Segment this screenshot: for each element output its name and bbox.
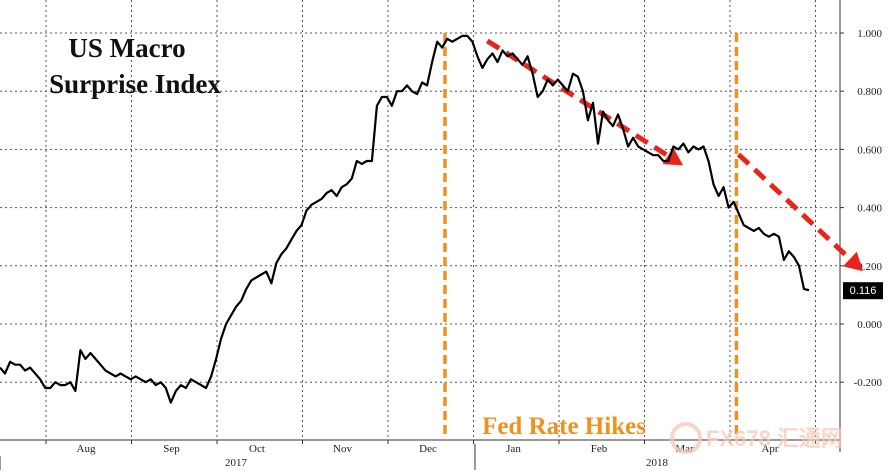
trend-arrows xyxy=(485,38,864,272)
x-tick-label: Aug xyxy=(77,443,96,455)
trend-arrow-shaft xyxy=(485,38,678,164)
x-tick-label: Nov xyxy=(333,443,352,455)
x-tick-label: Dec xyxy=(419,443,437,455)
y-tick-label: 0.400 xyxy=(857,203,882,215)
x-tick-label: Apr xyxy=(761,443,778,455)
year-label: 2017 xyxy=(225,457,248,469)
trend-arrow-head xyxy=(843,251,864,272)
x-tick-label: Feb xyxy=(591,443,608,455)
y-tick-label: 0.000 xyxy=(857,319,882,331)
chart-title-line-2: Surprise Index xyxy=(49,69,221,99)
series-line-us-macro-surprise xyxy=(0,34,810,404)
hike-markers xyxy=(443,33,739,440)
y-axis: 1.000 0.800 0.600 0.400 0.200 0.000 -0.200 xyxy=(839,0,883,452)
last-value-label: 0.116 xyxy=(850,285,877,297)
watermark-text: FX678 汇通网 xyxy=(706,426,843,451)
y-tick-label: 0.200 xyxy=(857,261,882,273)
x-tick-label: Sep xyxy=(163,443,180,455)
y-tick-label: 0.800 xyxy=(857,86,882,98)
y-tick-label: -0.200 xyxy=(854,377,883,389)
grid xyxy=(0,0,840,440)
year-label: 2018 xyxy=(646,457,669,469)
last-value-bg xyxy=(843,282,883,300)
chart-title-line-1: US Macro xyxy=(68,33,185,63)
x-tick-label: Jan xyxy=(506,443,521,455)
watermark-logo-icon xyxy=(670,422,702,454)
y-tick-label: 0.600 xyxy=(857,144,882,156)
last-value-tag: 0.116 xyxy=(843,282,883,300)
x-tick-label: Oct xyxy=(249,443,265,455)
fed-rate-hikes-annotation: Fed Rate Hikes xyxy=(482,413,646,440)
y-tick-label: 1.000 xyxy=(857,28,882,40)
trend-arrow-shaft xyxy=(736,152,859,268)
watermark: FX678 汇通网 xyxy=(670,422,843,454)
